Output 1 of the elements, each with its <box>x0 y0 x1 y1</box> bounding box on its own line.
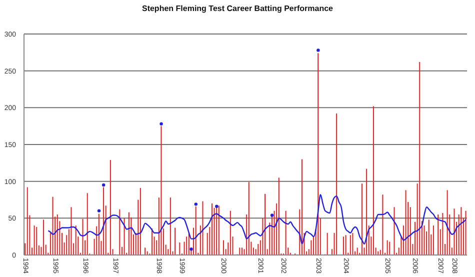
chart-title: Stephen Fleming Test Career Batting Performance <box>140 4 334 13</box>
